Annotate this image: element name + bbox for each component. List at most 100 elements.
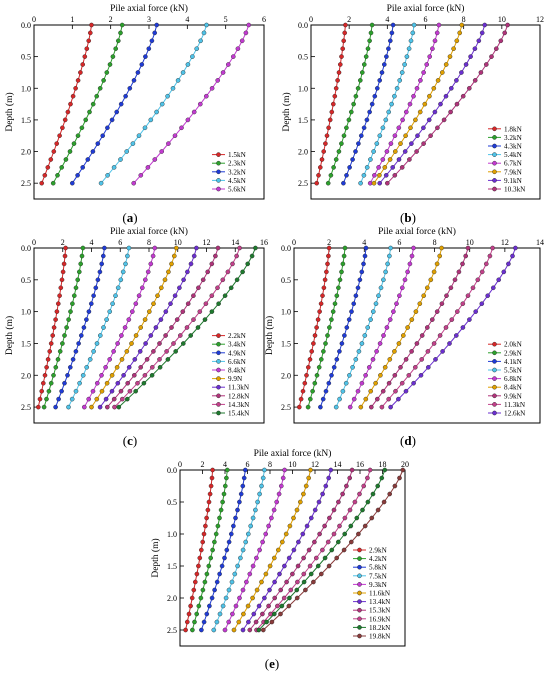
data-point	[348, 109, 354, 115]
data-point	[162, 277, 168, 283]
data-point	[327, 325, 332, 330]
data-point	[279, 539, 285, 545]
data-point	[133, 388, 138, 394]
data-point	[386, 109, 392, 115]
data-point	[70, 93, 76, 99]
data-point	[381, 499, 387, 505]
data-point	[281, 595, 287, 601]
data-point	[62, 380, 67, 386]
data-point	[97, 269, 103, 275]
data-point	[250, 515, 256, 521]
data-point	[75, 133, 81, 138]
x-tick-label: 10	[174, 238, 182, 247]
data-point	[318, 357, 324, 362]
legend-label: 8.4kN	[504, 384, 523, 392]
data-point	[76, 341, 81, 346]
data-point	[470, 285, 476, 291]
legend-swatch-marker	[492, 135, 497, 140]
legend-label: 16.9kN	[369, 615, 391, 623]
x-tick-label: 14	[536, 238, 544, 247]
data-point	[331, 507, 337, 513]
data-point	[177, 285, 182, 291]
data-point	[365, 46, 371, 52]
data-point	[402, 62, 407, 67]
data-point	[399, 380, 405, 386]
data-point	[316, 172, 321, 178]
data-point	[99, 372, 104, 378]
data-point	[355, 388, 361, 394]
data-point	[229, 579, 235, 585]
data-point	[84, 364, 89, 370]
data-point	[353, 357, 359, 362]
y-axis-label: Depth (m)	[4, 316, 15, 355]
data-point	[53, 317, 58, 322]
data-point	[264, 619, 269, 625]
data-point	[323, 341, 328, 346]
data-point	[251, 611, 257, 617]
data-point	[303, 587, 308, 593]
data-point	[483, 261, 489, 267]
data-point	[396, 341, 402, 346]
data-point	[208, 483, 214, 489]
plot-frame	[293, 247, 541, 424]
data-point	[256, 627, 262, 633]
data-point	[191, 317, 196, 322]
data-point	[288, 587, 294, 593]
data-point	[301, 555, 306, 561]
data-point	[143, 54, 148, 59]
y-axis-label: Depth (m)	[281, 92, 292, 131]
data-point	[268, 611, 273, 617]
data-point	[51, 325, 57, 330]
data-point	[431, 269, 437, 275]
data-point	[77, 269, 82, 275]
data-point	[215, 523, 221, 529]
data-point	[316, 499, 322, 505]
data-point	[200, 277, 206, 283]
data-point	[263, 571, 269, 577]
data-point	[367, 109, 372, 115]
data-point	[68, 309, 73, 314]
legend-label: 8.4kN	[228, 367, 247, 375]
data-point	[114, 109, 119, 115]
data-point	[238, 555, 243, 561]
data-point	[84, 46, 90, 52]
data-point	[396, 125, 402, 131]
legend-label: 15.3kN	[369, 607, 391, 615]
data-point	[246, 22, 251, 28]
data-point	[225, 62, 231, 67]
data-point	[392, 349, 397, 354]
data-point	[326, 245, 332, 251]
data-point	[272, 579, 277, 585]
data-point	[269, 619, 275, 625]
series-1.8kN	[314, 22, 348, 186]
data-point	[207, 603, 212, 609]
data-point	[66, 404, 71, 410]
data-point	[214, 579, 220, 585]
data-point	[409, 253, 415, 259]
data-point	[381, 277, 386, 283]
legend-swatch-marker	[357, 590, 362, 596]
data-point	[232, 571, 238, 577]
data-point	[247, 571, 253, 577]
data-point	[101, 253, 106, 259]
data-point	[70, 180, 75, 186]
data-point	[312, 507, 318, 513]
data-point	[237, 499, 242, 505]
series-8.4kN	[358, 245, 444, 410]
data-point	[149, 364, 155, 370]
data-point	[157, 364, 163, 370]
data-point	[201, 531, 207, 537]
data-point	[331, 364, 337, 370]
data-point	[290, 571, 295, 577]
data-point	[129, 341, 134, 346]
data-point	[257, 491, 262, 497]
data-point	[403, 388, 409, 394]
legend-swatch-marker	[492, 341, 497, 347]
y-tick-label: 1.5	[281, 339, 291, 348]
x-tick-label: 2	[201, 460, 205, 469]
data-point	[202, 579, 208, 585]
data-point	[287, 523, 293, 529]
data-point	[250, 563, 256, 569]
legend-swatch-marker	[357, 633, 362, 639]
